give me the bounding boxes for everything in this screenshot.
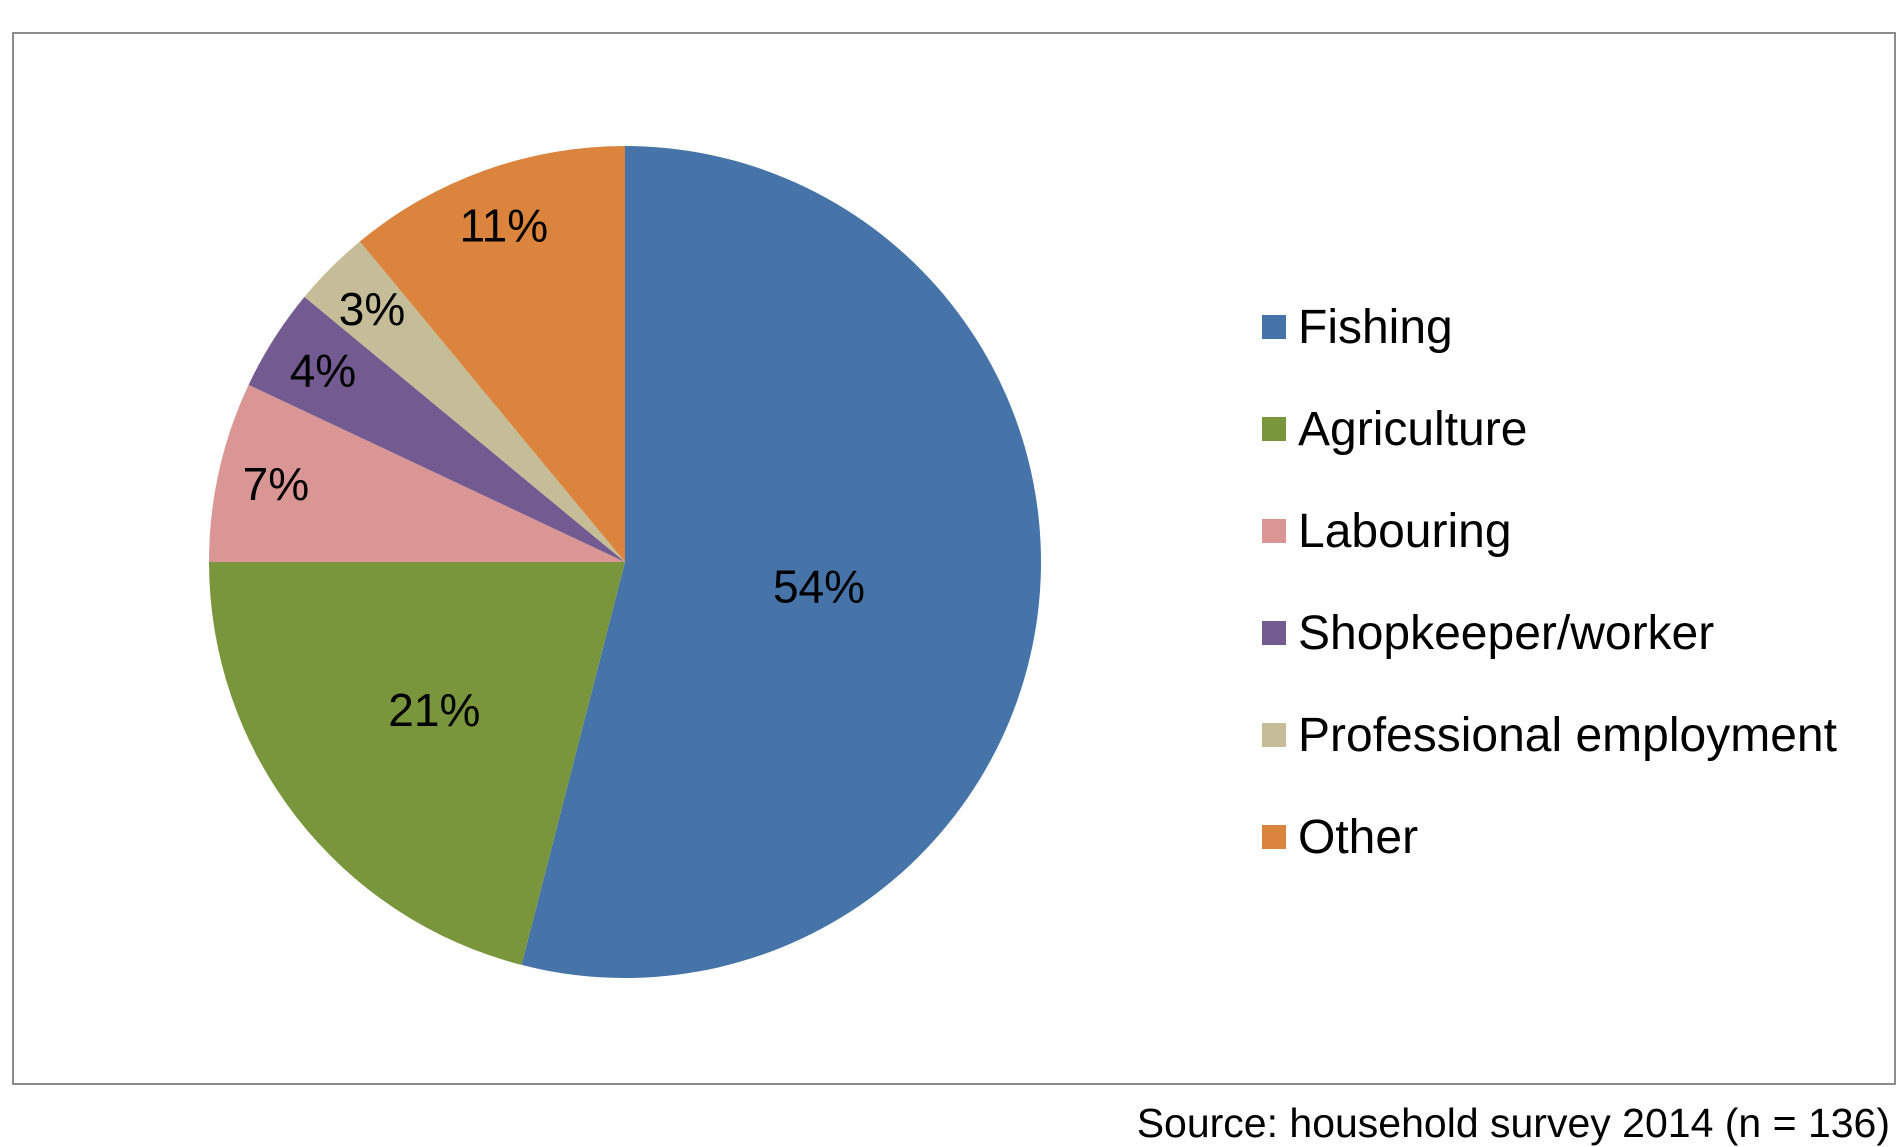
- pie-slice-fishing: [521, 146, 1042, 979]
- legend: Fishing Agriculture Labouring Shopkeeper/wo…: [1262, 276, 1837, 888]
- legend-item-shopkeeper-worker: Shopkeeper/worker: [1262, 582, 1837, 684]
- legend-swatch-labouring: [1262, 519, 1286, 543]
- legend-item-professional-employment: Professional employment: [1262, 684, 1837, 786]
- legend-label-professional-employment: Professional employment: [1298, 708, 1837, 762]
- pie-slice-agriculture: [209, 562, 625, 965]
- legend-label-other: Other: [1298, 810, 1419, 864]
- legend-item-agriculture: Agriculture: [1262, 378, 1837, 480]
- data-label-professional-employment: 3%: [339, 283, 405, 335]
- legend-swatch-other: [1262, 825, 1286, 849]
- source-note: Source: household survey 2014 (n = 136): [1136, 1100, 1890, 1146]
- legend-label-labouring: Labouring: [1298, 504, 1512, 558]
- legend-item-other: Other: [1262, 786, 1837, 888]
- legend-label-shopkeeper-worker: Shopkeeper/worker: [1298, 606, 1715, 660]
- legend-swatch-agriculture: [1262, 417, 1286, 441]
- pie-data-labels: 54% 21% 7% 4% 3% 11%: [243, 199, 865, 735]
- pie-slice-professional-employment: [304, 241, 625, 562]
- legend-item-fishing: Fishing: [1262, 276, 1837, 378]
- legend-label-agriculture: Agriculture: [1298, 402, 1528, 456]
- data-label-labouring: 7%: [243, 458, 309, 510]
- legend-swatch-professional-employment: [1262, 723, 1286, 747]
- legend-swatch-fishing: [1262, 315, 1286, 339]
- legend-label-fishing: Fishing: [1298, 300, 1453, 354]
- pie-chart: 54% 21% 7% 4% 3% 11%: [209, 146, 1042, 979]
- chart-frame: 54% 21% 7% 4% 3% 11% Fishing Agriculture Labour…: [12, 32, 1896, 1085]
- pie-slice-labouring: [209, 384, 625, 562]
- data-label-other: 11%: [459, 199, 548, 251]
- pie-slice-shopkeeper-worker: [248, 296, 625, 562]
- data-label-fishing: 54%: [773, 561, 865, 613]
- pie-slice-other: [359, 146, 625, 562]
- legend-swatch-shopkeeper-worker: [1262, 621, 1286, 645]
- data-label-shopkeeper-worker: 4%: [290, 344, 356, 396]
- pie-slices: [209, 146, 1042, 979]
- data-label-agriculture: 21%: [388, 684, 480, 736]
- legend-item-labouring: Labouring: [1262, 480, 1837, 582]
